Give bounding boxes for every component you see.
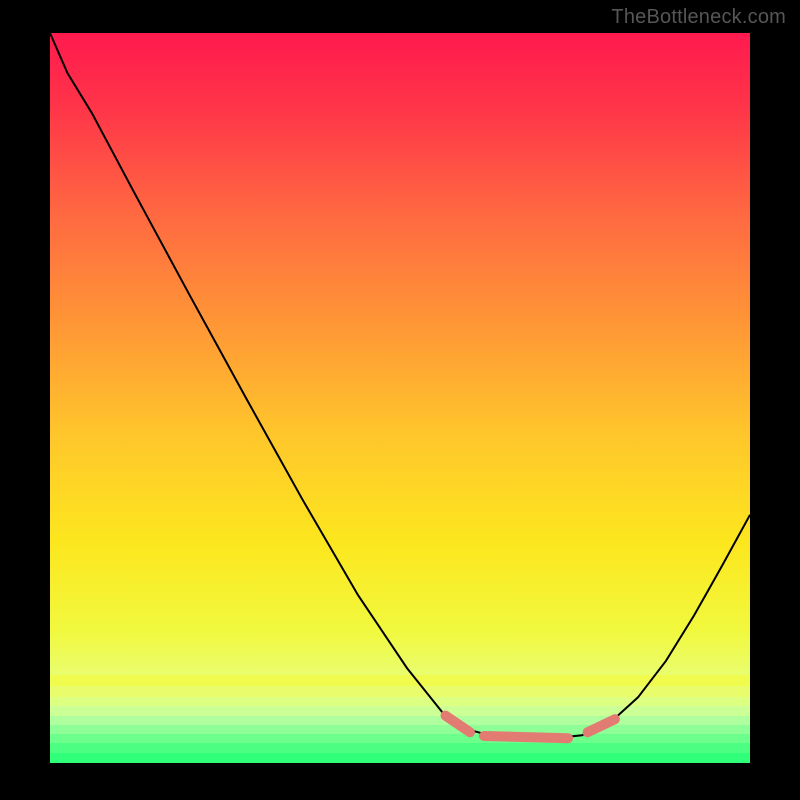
pink-highlight-segment [446, 716, 471, 733]
attribution-text: TheBottleneck.com [611, 6, 786, 29]
bottleneck-curve [50, 33, 750, 740]
plot-area [50, 33, 750, 763]
pink-highlight-segment [484, 736, 568, 738]
chart-curve-layer [50, 33, 750, 763]
pink-highlight-group [446, 716, 615, 739]
pink-highlight-segment [588, 719, 615, 732]
